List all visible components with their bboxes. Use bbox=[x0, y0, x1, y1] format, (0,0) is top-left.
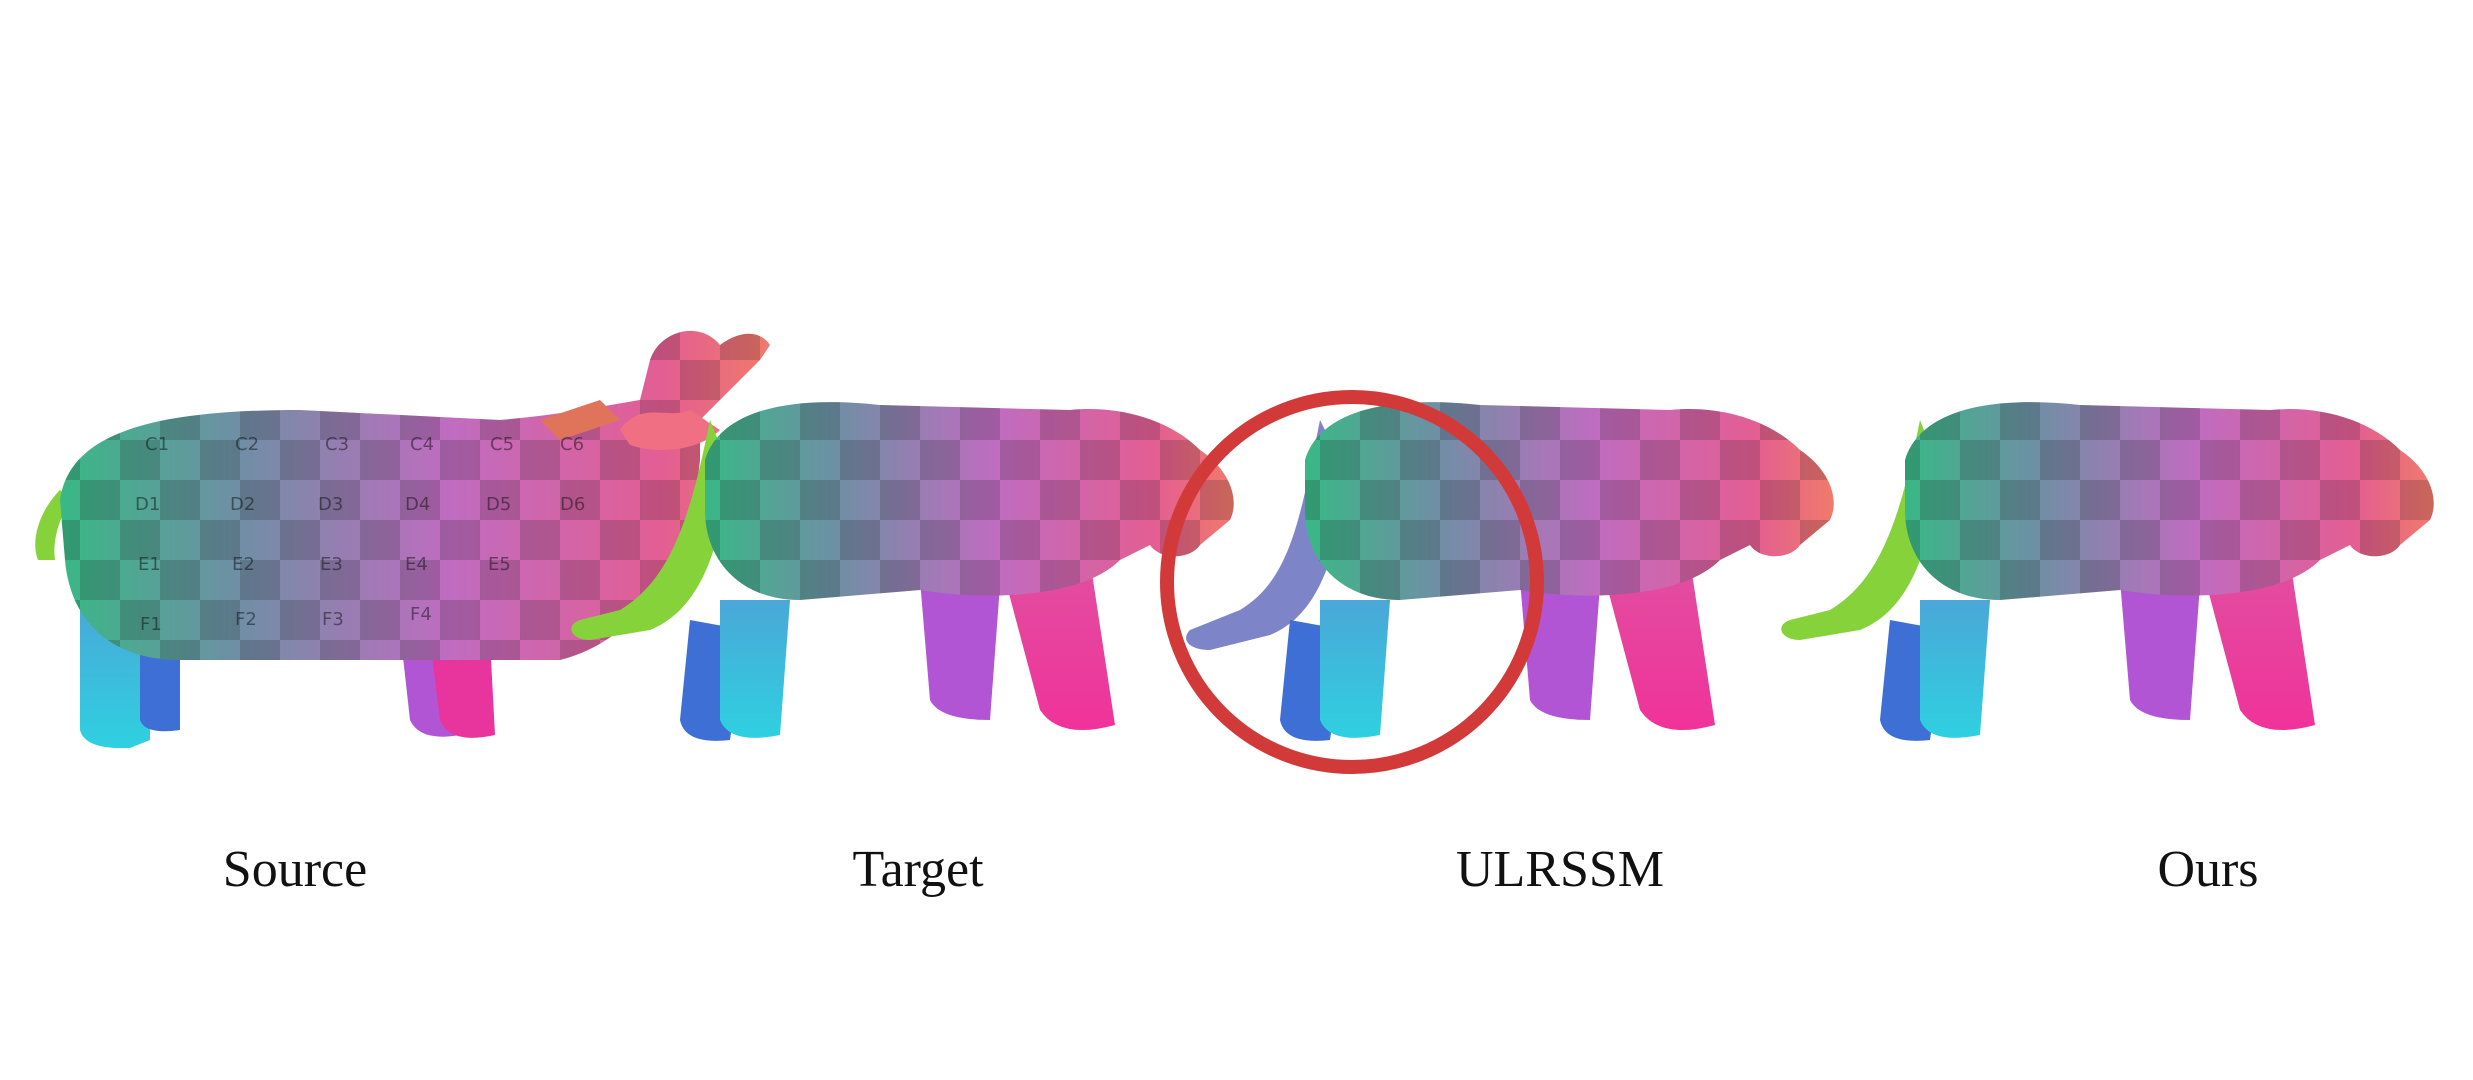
label-f3: F3 bbox=[322, 609, 344, 630]
caption-source: Source bbox=[222, 841, 368, 898]
label-c6: C6 bbox=[560, 434, 584, 455]
label-c2: C2 bbox=[235, 434, 259, 455]
source-shape bbox=[35, 330, 770, 749]
ours-shape bbox=[1781, 402, 2434, 741]
label-c5: C5 bbox=[490, 434, 514, 455]
label-f4: F4 bbox=[410, 604, 432, 625]
target-shape bbox=[571, 402, 1234, 741]
label-d6: D6 bbox=[560, 494, 585, 515]
caption-ulrssm: ULRSSM bbox=[1455, 841, 1665, 898]
label-d3: D3 bbox=[318, 494, 343, 515]
label-c4: C4 bbox=[410, 434, 434, 455]
label-e2: E2 bbox=[232, 554, 255, 575]
label-c1: C1 bbox=[145, 434, 169, 455]
label-e3: E3 bbox=[320, 554, 343, 575]
label-c3: C3 bbox=[325, 434, 349, 455]
label-d2: D2 bbox=[230, 494, 255, 515]
highlight-circle bbox=[1160, 390, 1544, 774]
source-texture-labels: C1 C2 C3 C4 C5 C6 D1 D2 D3 D4 D5 D6 E1 E… bbox=[135, 434, 585, 635]
label-f1: F1 bbox=[140, 614, 162, 635]
caption-target: Target bbox=[852, 841, 984, 898]
label-d4: D4 bbox=[405, 494, 430, 515]
label-d5: D5 bbox=[486, 494, 511, 515]
label-e4: E4 bbox=[405, 554, 428, 575]
label-e5: E5 bbox=[488, 554, 511, 575]
label-f2: F2 bbox=[235, 609, 257, 630]
ulrssm-shape bbox=[1186, 402, 1834, 741]
caption-ours: Ours bbox=[2157, 841, 2259, 898]
label-e1: E1 bbox=[138, 554, 161, 575]
label-d1: D1 bbox=[135, 494, 160, 515]
